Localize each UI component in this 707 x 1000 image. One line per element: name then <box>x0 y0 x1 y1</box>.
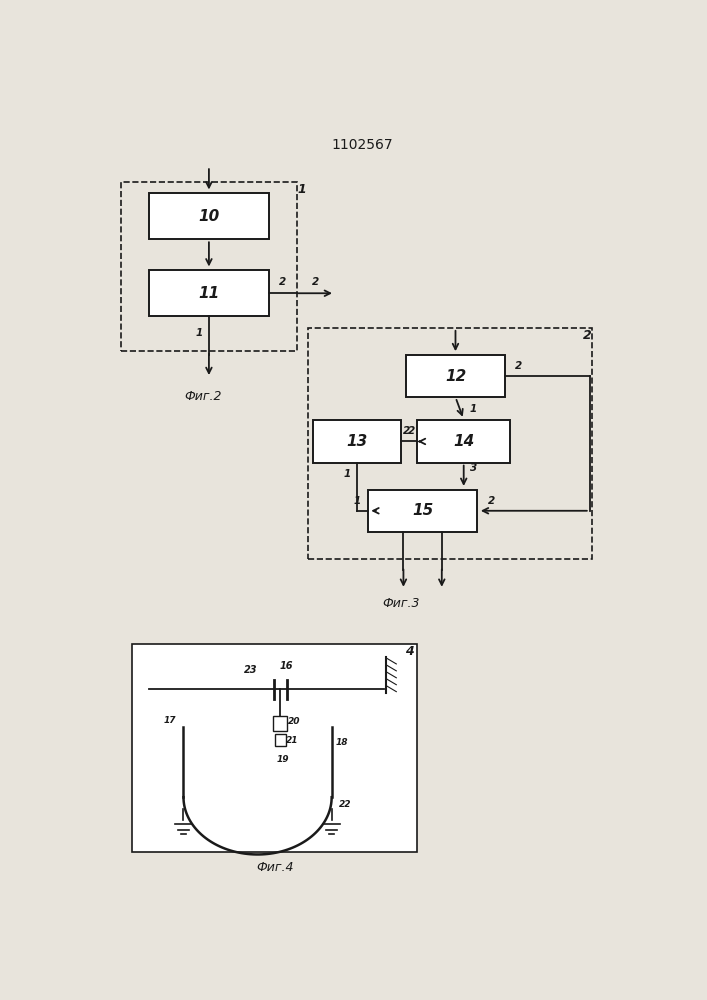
Text: 2: 2 <box>279 277 286 287</box>
Text: 1: 1 <box>344 469 351 479</box>
Text: 21: 21 <box>286 736 298 745</box>
Text: 11: 11 <box>198 286 220 301</box>
Text: 13: 13 <box>346 434 368 449</box>
Bar <box>148 270 269 316</box>
Text: 4: 4 <box>404 645 414 658</box>
Text: 17: 17 <box>163 716 176 725</box>
Text: 2: 2 <box>312 277 320 287</box>
Bar <box>273 716 288 731</box>
Text: 1: 1 <box>298 183 306 196</box>
Bar <box>368 490 477 532</box>
Bar <box>407 355 505 397</box>
Bar <box>308 328 592 559</box>
Text: 3: 3 <box>470 463 477 473</box>
Bar <box>132 644 417 852</box>
Text: 14: 14 <box>453 434 474 449</box>
Text: 1: 1 <box>354 496 361 506</box>
Text: 1: 1 <box>195 328 203 338</box>
Text: 16: 16 <box>279 661 293 671</box>
Text: 12: 12 <box>445 369 466 384</box>
Text: 18: 18 <box>335 738 348 747</box>
Text: 1: 1 <box>470 404 477 414</box>
Text: Фиг.4: Фиг.4 <box>256 861 293 874</box>
Text: 2: 2 <box>583 329 591 342</box>
Bar <box>275 734 286 746</box>
Text: 2: 2 <box>515 361 522 371</box>
Bar <box>148 193 269 239</box>
Text: Фиг.3: Фиг.3 <box>382 597 419 610</box>
Text: 2: 2 <box>408 426 415 436</box>
Bar <box>313 420 401 463</box>
Text: 2: 2 <box>402 426 410 436</box>
Text: 23: 23 <box>243 665 257 675</box>
Text: Фиг.2: Фиг.2 <box>185 389 222 402</box>
Bar <box>122 182 297 351</box>
Text: 10: 10 <box>198 209 220 224</box>
Text: 1102567: 1102567 <box>332 138 393 152</box>
Text: 15: 15 <box>412 503 433 518</box>
Text: 19: 19 <box>277 755 289 764</box>
Bar <box>417 420 510 463</box>
Text: 22: 22 <box>339 800 351 809</box>
Text: 2: 2 <box>487 496 495 506</box>
Text: 20: 20 <box>288 717 300 726</box>
